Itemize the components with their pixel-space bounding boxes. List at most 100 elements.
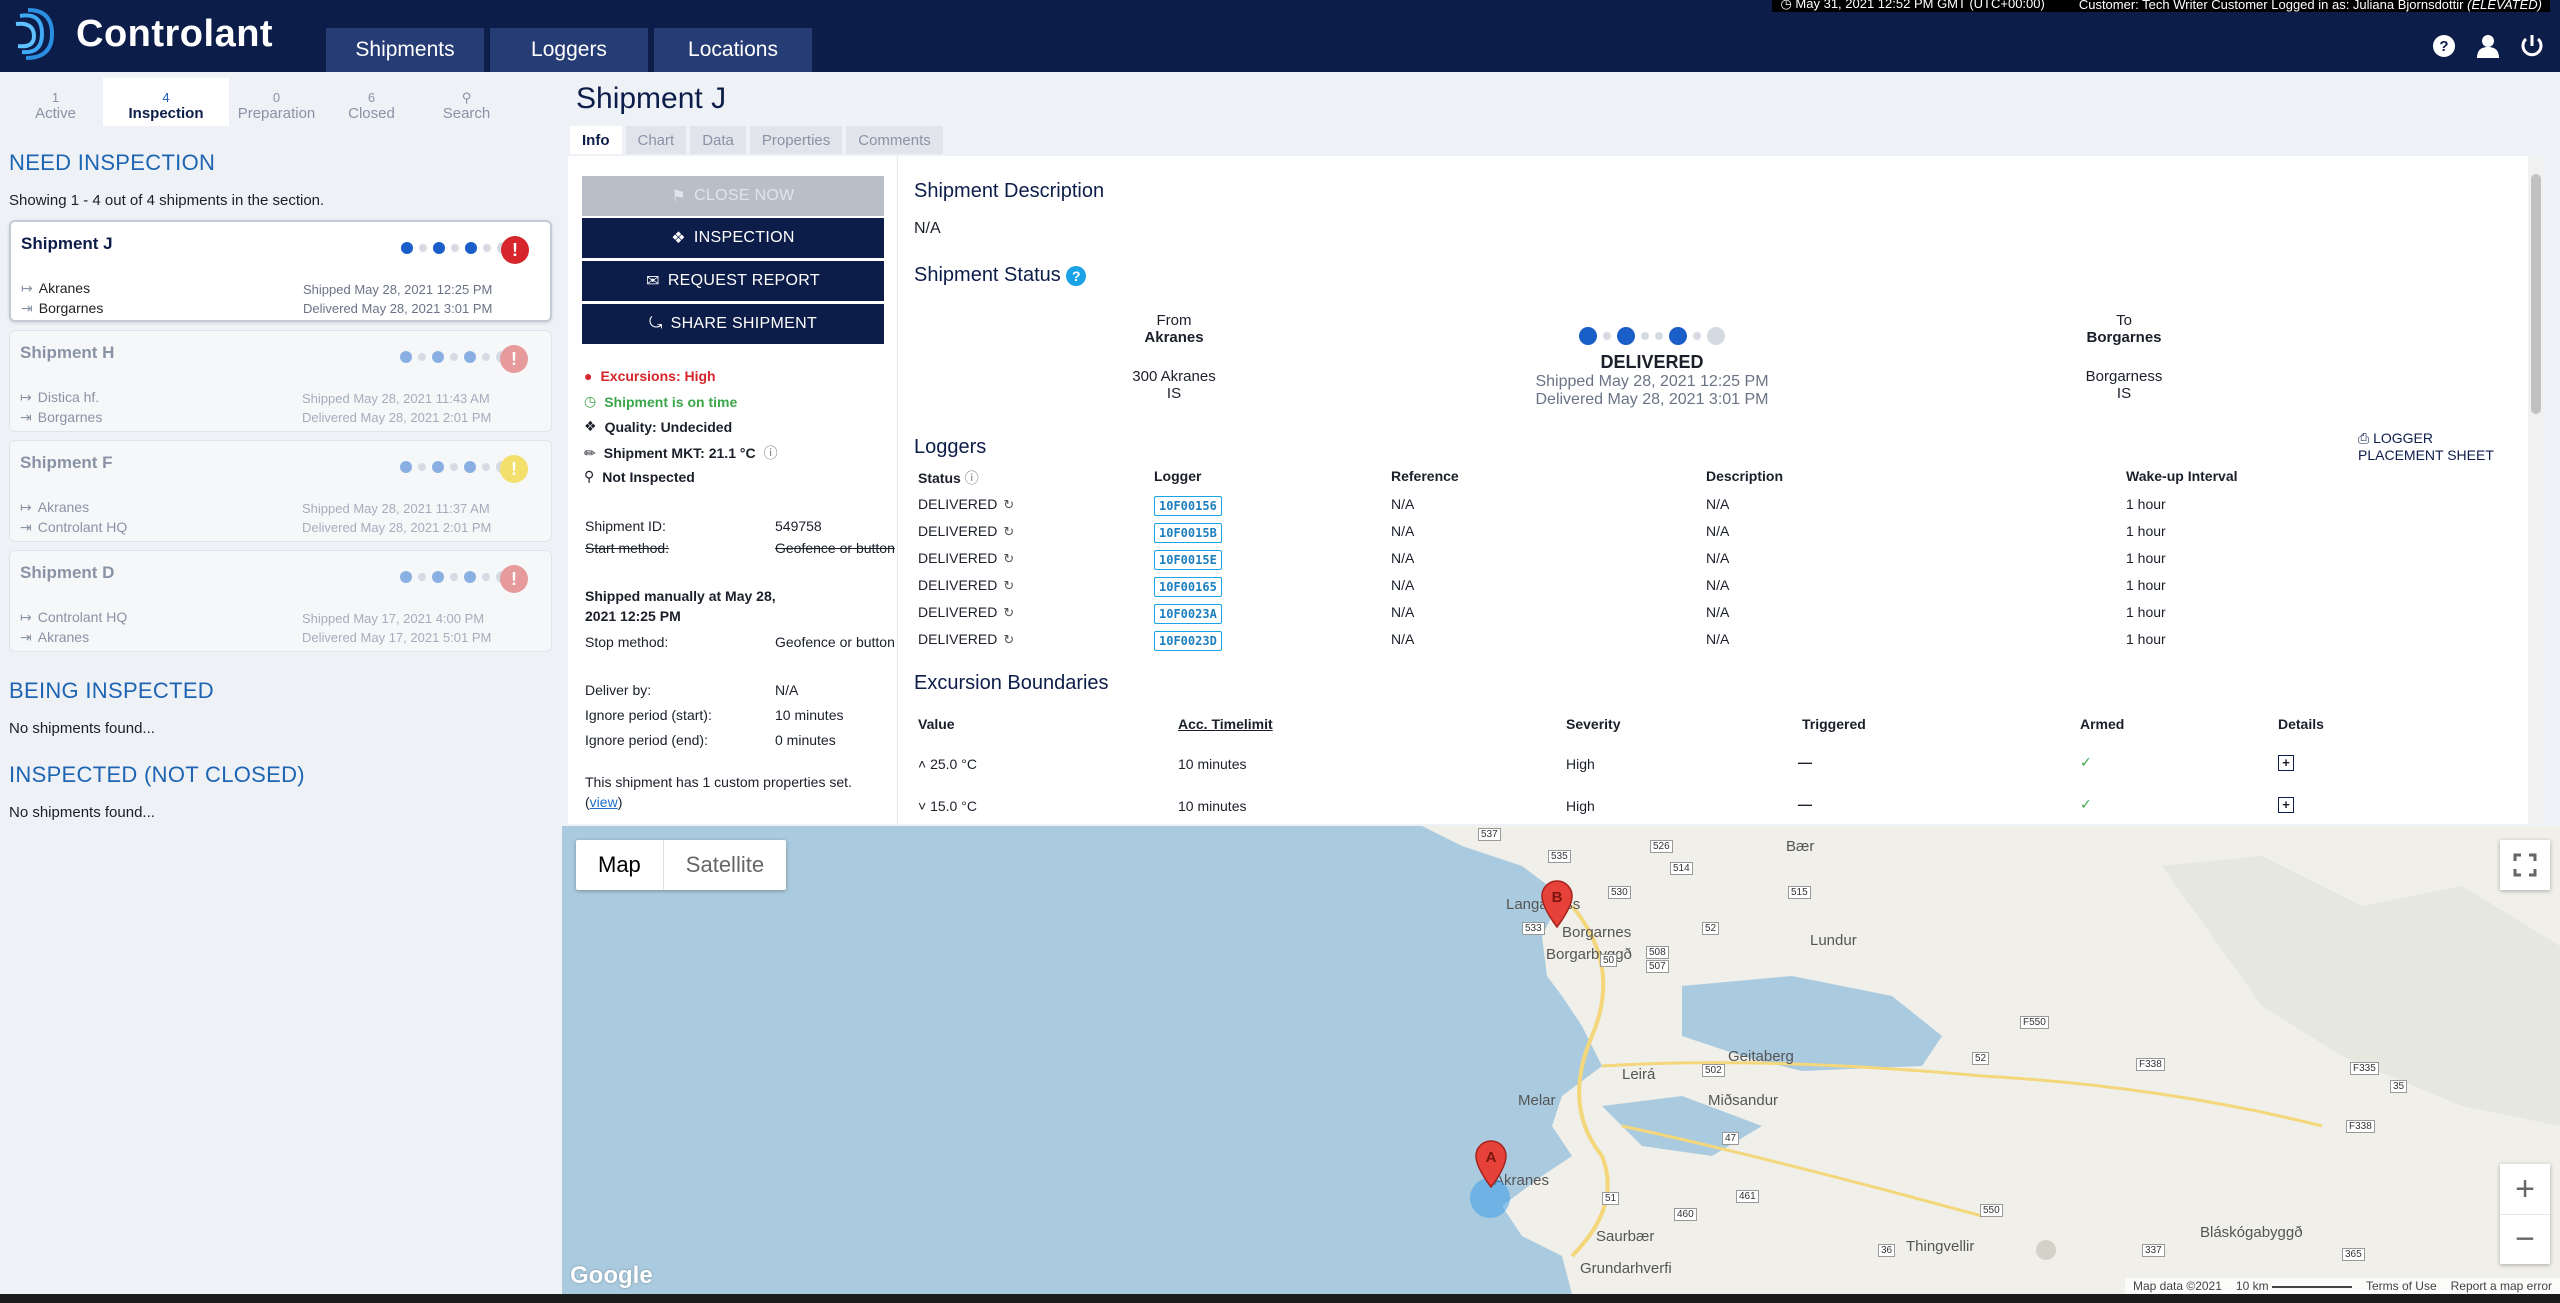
tab-properties[interactable]: Properties [749, 126, 843, 154]
nav-shipments[interactable]: Shipments [326, 28, 484, 72]
tab-chart[interactable]: Chart [625, 126, 687, 154]
logger-description: N/A [1706, 523, 1730, 539]
shipment-card-d[interactable]: Shipment D ! ↦ Controlant HQ ⇥ Akranes Shi… [9, 550, 552, 652]
logger-chip[interactable]: 10F0023D [1154, 631, 1222, 651]
road-marker: 533 [1522, 922, 1545, 935]
tab-inspection[interactable]: 4 Inspection [103, 78, 229, 126]
clock-icon: ◷ [584, 393, 597, 409]
info-icon[interactable]: ⓘ [964, 470, 979, 486]
marker-a-pin-icon[interactable]: A [1474, 1140, 1508, 1188]
logger-status: DELIVERED ↻ [918, 550, 1015, 566]
road-marker: 507 [1646, 960, 1669, 973]
tab-search[interactable]: ⚲ Search [419, 78, 514, 126]
share-icon: ⤿ [648, 315, 663, 332]
progress-dots [400, 351, 508, 363]
view-link[interactable]: view [589, 794, 618, 810]
tab-data[interactable]: Data [690, 126, 746, 154]
shipment-name: Shipment J [21, 234, 113, 253]
custom-properties-note: This shipment has 1 custom properties se… [585, 774, 852, 810]
logger-wakeup: 1 hour [2126, 523, 2166, 539]
brand[interactable]: Controlant [12, 6, 273, 62]
tab-info[interactable]: Info [570, 126, 622, 154]
progress-dot [400, 351, 412, 363]
logger-id[interactable]: 10F00156 [1154, 496, 1222, 516]
close-now-button[interactable]: ⚑ CLOSE NOW [582, 176, 884, 216]
expand-details-icon[interactable]: + [2278, 754, 2294, 771]
progress-dot [418, 463, 426, 471]
satellite-view-button[interactable]: Satellite [662, 840, 786, 890]
info-icon[interactable]: ⓘ [763, 445, 778, 461]
scrollbar-thumb[interactable] [2531, 174, 2541, 414]
progress-dots [400, 571, 508, 583]
help-icon[interactable]: ? [2430, 32, 2458, 60]
col-armed: Armed [2080, 716, 2125, 732]
tab-comments[interactable]: Comments [846, 126, 943, 154]
marker-b-pin-icon[interactable]: B [1540, 880, 1574, 928]
road-marker: F338 [2136, 1058, 2165, 1071]
tab-preparation[interactable]: 0 Preparation [237, 90, 316, 122]
logger-reference: N/A [1391, 604, 1415, 620]
user-icon[interactable] [2474, 32, 2502, 60]
nav-loggers[interactable]: Loggers [490, 28, 648, 72]
progress-dot [483, 244, 491, 252]
shipment-list-panel: 1 Active 4 Inspection 0 Preparation 6 Closed… [0, 72, 560, 1294]
route-map[interactable]: Map Satellite Bær Langarfoss Borgarnes B… [562, 826, 2560, 1294]
progress-dot [401, 242, 413, 254]
marker-a-label: A [1486, 1149, 1497, 1166]
map-place: Bláskógabyggð [2200, 1224, 2303, 1241]
zoom-out-button[interactable]: − [2500, 1214, 2550, 1264]
map-view-button[interactable]: Map [598, 852, 641, 877]
report-error-link[interactable]: Report a map error [2450, 1279, 2552, 1293]
excursion-heading: Excursion Boundaries [914, 672, 1109, 694]
svg-text:?: ? [2439, 38, 2448, 55]
logger-wakeup: 1 hour [2126, 577, 2166, 593]
terms-link[interactable]: Terms of Use [2365, 1279, 2437, 1293]
progress-dot [1669, 327, 1687, 345]
refresh-icon: ↻ [1003, 551, 1015, 566]
logger-id[interactable]: 10F00165 [1154, 577, 1222, 597]
tab-closed[interactable]: 6 Closed [348, 90, 395, 122]
logger-chip[interactable]: 10F00156 [1154, 496, 1222, 516]
shipment-card-f[interactable]: Shipment F ! ↦ Akranes ⇥ Controlant HQ Shi… [9, 440, 552, 542]
main-nav: Shipments Loggers Locations [326, 28, 812, 72]
logger-id[interactable]: 10F0023A [1154, 604, 1222, 624]
road-marker: 52 [1702, 922, 1720, 935]
shipment-card-h[interactable]: Shipment H ! ↦ Distica hf. ⇥ Borgarnes Shi… [9, 330, 552, 432]
logger-placement-sheet-link[interactable]: ⎙ LOGGER PLACEMENT SHEET [2358, 430, 2494, 463]
inspection-button[interactable]: ❖ INSPECTION [582, 218, 884, 258]
power-icon[interactable] [2518, 32, 2546, 60]
alert-icon: ! [501, 236, 529, 264]
logger-id[interactable]: 10F0015E [1154, 550, 1222, 570]
excursions-status: ● Excursions: High [584, 368, 716, 384]
zoom-in-button[interactable]: + [2515, 1169, 2535, 1208]
route-from: From Akranes 300 Akranes IS [1132, 312, 1216, 402]
fullscreen-icon[interactable] [2500, 840, 2550, 890]
share-shipment-button[interactable]: ⤿ SHARE SHIPMENT [582, 304, 884, 344]
logger-id[interactable]: 10F0023D [1154, 631, 1222, 651]
road-marker: 526 [1650, 840, 1673, 853]
shipment-card-j[interactable]: Shipment J ! ↦ Akranes ⇥ Borgarnes Shipped… [9, 220, 552, 322]
request-report-button[interactable]: ✉ REQUEST REPORT [582, 261, 884, 301]
logger-id[interactable]: 10F0015B [1154, 523, 1222, 543]
inspected-status: ⚲ Not Inspected [584, 468, 695, 485]
expand-details-icon[interactable]: + [2278, 796, 2294, 813]
logger-chip[interactable]: 10F00165 [1154, 577, 1222, 597]
route-to: To Borgarnes Borgarness IS [2085, 312, 2163, 402]
scrollbar[interactable] [2528, 156, 2544, 824]
logger-status: DELIVERED ↻ [918, 631, 1015, 647]
search-icon: ⚲ [584, 468, 595, 484]
progress-dot [482, 573, 490, 581]
tab-active[interactable]: 1 Active [35, 90, 76, 122]
logger-chip[interactable]: 10F0015E [1154, 550, 1222, 570]
inspected-heading: INSPECTED (NOT CLOSED) [9, 762, 305, 787]
road-marker: 52 [1972, 1052, 1990, 1065]
map-place: Bær [1786, 838, 1815, 855]
destination: ⇥ Akranes [20, 629, 90, 645]
nav-locations[interactable]: Locations [654, 28, 812, 72]
progress-dot [465, 242, 477, 254]
logger-chip[interactable]: 10F0015B [1154, 523, 1222, 543]
printer-icon: ⎙ [2358, 430, 2370, 446]
col-timelimit: Acc. Timelimit [1178, 716, 1273, 732]
question-icon[interactable]: ? [1066, 265, 1087, 286]
logger-chip[interactable]: 10F0023A [1154, 604, 1222, 624]
